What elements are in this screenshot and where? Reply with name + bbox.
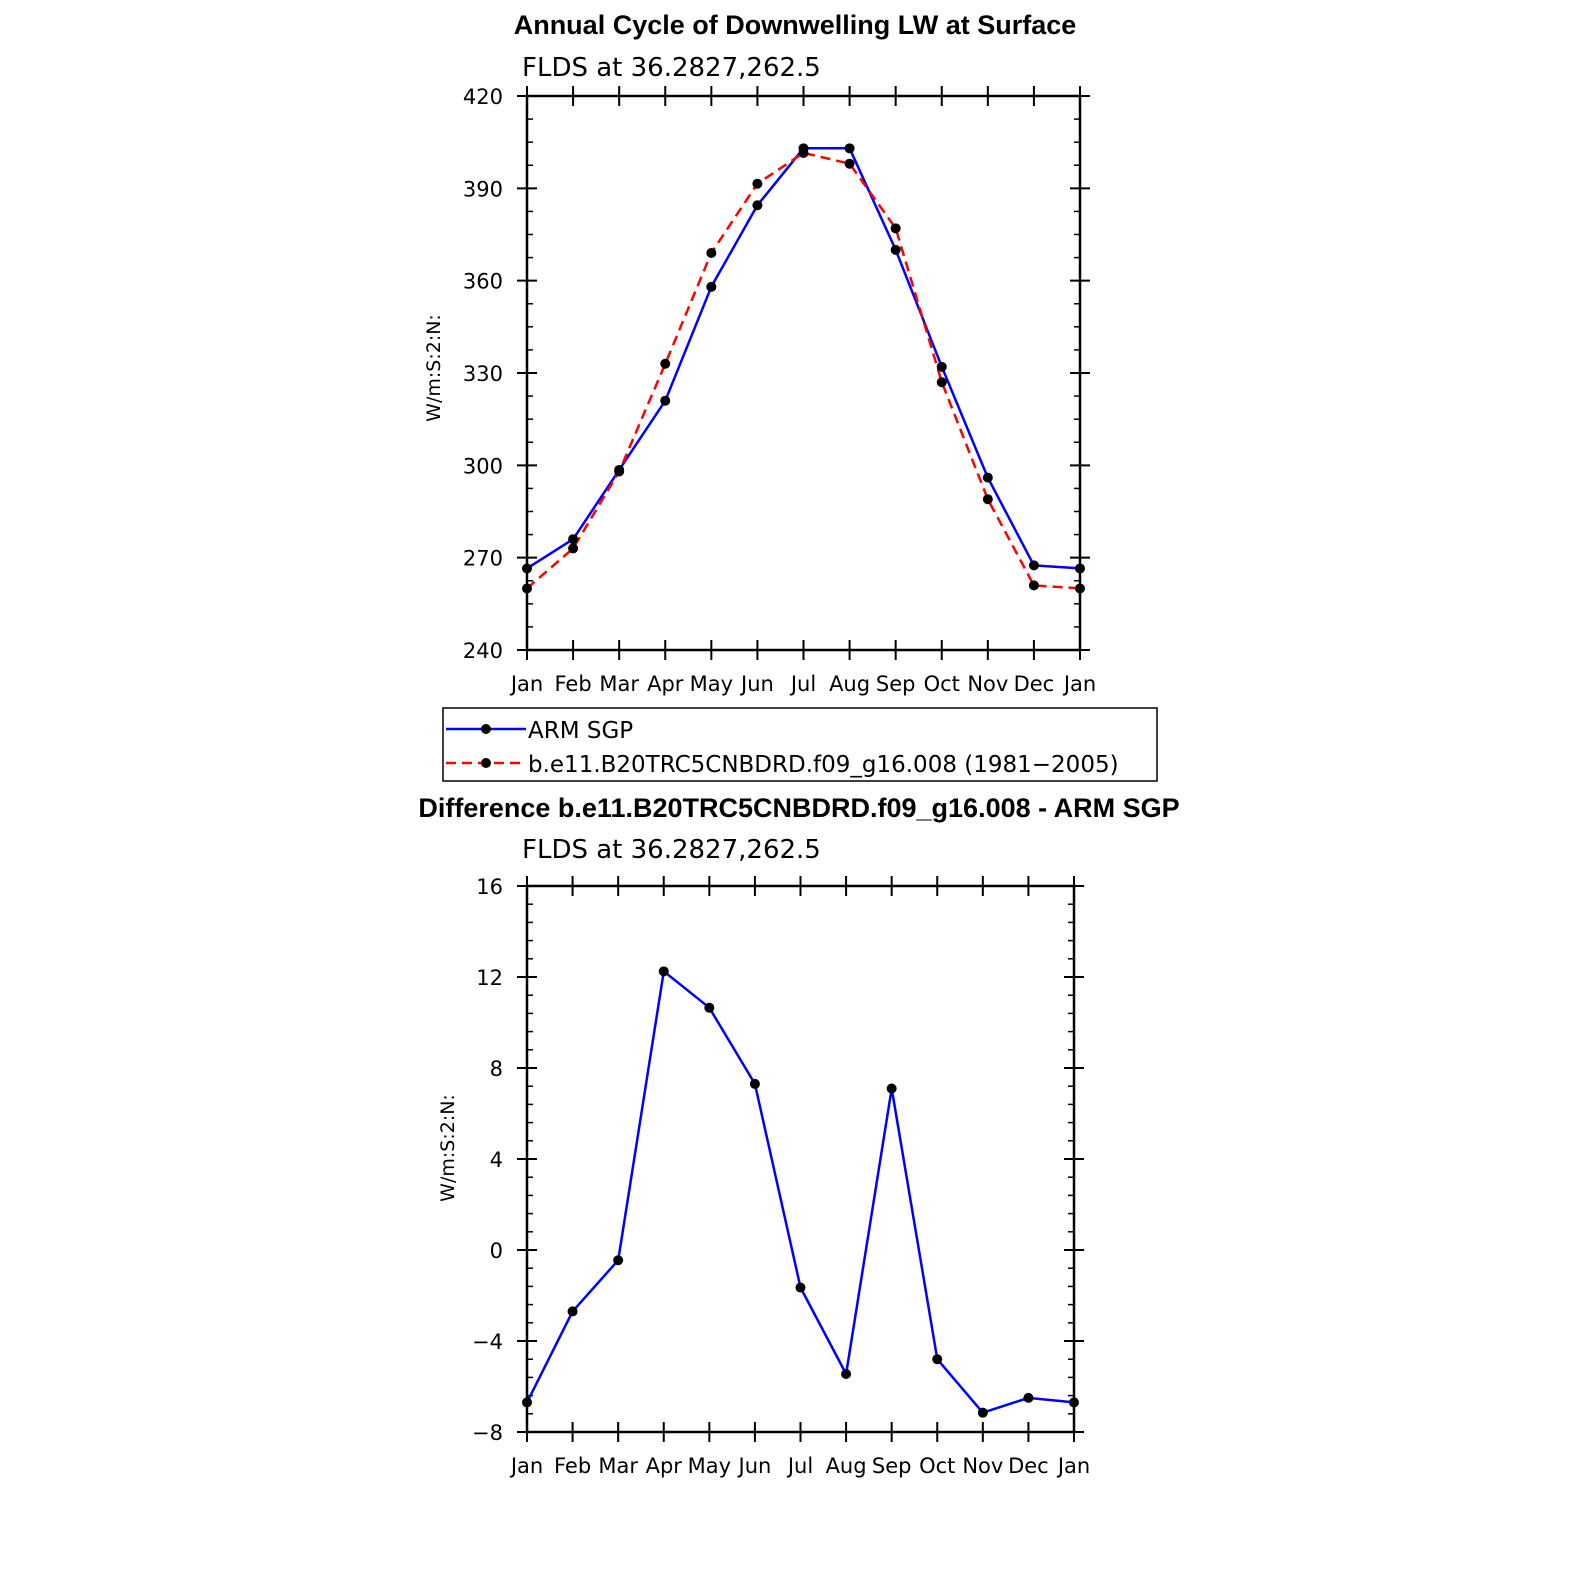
y-tick-label: 12 <box>476 966 503 990</box>
x-tick-label: Feb <box>554 672 591 696</box>
data-point-series-0 <box>1075 563 1085 574</box>
data-point-series-0 <box>1023 1392 1034 1403</box>
y-tick-label: 360 <box>463 270 503 294</box>
data-point-series-1 <box>982 494 993 505</box>
top-chart-y-axis-label: W/m:S:2:N: <box>423 314 445 422</box>
data-point-series-0 <box>752 200 763 211</box>
data-point-series-0 <box>749 1078 760 1089</box>
x-tick-label: Apr <box>646 1454 683 1478</box>
x-tick-label: Jul <box>789 672 816 696</box>
data-point-series-1 <box>890 223 901 234</box>
data-point-series-1 <box>936 377 947 388</box>
data-point-series-1 <box>1075 583 1085 594</box>
data-point-series-0 <box>613 1255 624 1266</box>
y-tick-label: 330 <box>463 362 503 386</box>
data-point-series-1 <box>614 466 625 477</box>
x-tick-label: Apr <box>647 672 684 696</box>
data-point-series-0 <box>890 244 901 255</box>
data-point-series-1 <box>660 358 671 369</box>
legend: ARM SGP b.e11.B20TRC5CNBDRD.f09_g16.008 … <box>442 707 1158 782</box>
data-point-series-1 <box>844 158 855 169</box>
data-point-series-0 <box>932 1354 943 1365</box>
data-point-series-0 <box>936 361 947 372</box>
data-point-series-1 <box>798 147 809 158</box>
data-point-series-0 <box>658 966 669 977</box>
bottom-chart-title: Difference b.e11.B20TRC5CNBDRD.f09_g16.0… <box>418 793 1179 823</box>
data-point-series-0 <box>841 1368 852 1379</box>
y-tick-label: 390 <box>463 177 503 201</box>
legend-label-arm-sgp: ARM SGP <box>528 718 633 744</box>
x-tick-label: May <box>690 672 733 696</box>
x-tick-label: Aug <box>829 672 870 696</box>
y-tick-label: −4 <box>472 1330 503 1354</box>
data-point-series-0 <box>982 472 993 483</box>
x-tick-label: Jan <box>1056 1454 1090 1478</box>
x-tick-label: Feb <box>554 1454 591 1478</box>
y-tick-label: 0 <box>490 1239 503 1263</box>
x-tick-label: Aug <box>826 1454 867 1478</box>
data-point-series-0 <box>660 395 671 406</box>
bottom-chart: −8 −4 0 4 8 12 16 Jan Feb Mar Apr May Jun Jul Aug Sep Oc… <box>472 875 1090 1478</box>
data-point-series-0 <box>886 1083 897 1094</box>
x-tick-label: Jun <box>737 1454 772 1478</box>
x-tick-label: Mar <box>599 672 639 696</box>
x-tick-label: Jan <box>509 672 543 696</box>
top-chart: 240 270 300 330 360 390 420 Jan Feb Mar Apr May Jun J… <box>463 85 1096 696</box>
x-tick-label: Sep <box>872 1454 912 1478</box>
data-point-series-0 <box>704 1002 715 1013</box>
series-line-0 <box>526 147 1081 570</box>
data-point-series-1 <box>1028 580 1039 591</box>
data-point-series-0 <box>522 1397 532 1408</box>
data-point-series-0 <box>1028 560 1039 571</box>
data-point-series-0 <box>1069 1397 1079 1408</box>
top-chart-subtitle: FLDS at 36.2827,262.5 <box>522 53 821 83</box>
data-point-series-0 <box>977 1407 988 1418</box>
x-tick-label: Oct <box>924 672 960 696</box>
x-tick-label: May <box>688 1454 731 1478</box>
data-point-series-0 <box>568 534 579 545</box>
y-tick-label: 300 <box>463 454 503 478</box>
x-tick-label: Jan <box>509 1454 543 1478</box>
bottom-chart-subtitle: FLDS at 36.2827,262.5 <box>522 835 821 865</box>
x-tick-label: Dec <box>1008 1454 1049 1478</box>
y-tick-label: 8 <box>490 1057 503 1081</box>
bottom-chart-y-axis-label: W/m:S:2:N: <box>437 1094 459 1202</box>
data-point-series-0 <box>522 563 532 574</box>
x-tick-label: Jan <box>1062 672 1096 696</box>
data-point-series-0 <box>795 1282 806 1293</box>
data-point-series-1 <box>522 583 532 594</box>
legend-marker-model <box>481 758 491 768</box>
legend-label-model: b.e11.B20TRC5CNBDRD.f09_g16.008 (1981−20… <box>528 752 1119 778</box>
data-point-series-0 <box>567 1306 578 1317</box>
series-line-0 <box>525 970 1075 1414</box>
x-tick-label: Nov <box>967 672 1008 696</box>
data-point-series-0 <box>706 281 717 292</box>
y-tick-label: −8 <box>472 1421 503 1445</box>
top-chart-title: Annual Cycle of Downwelling LW at Surfac… <box>514 10 1077 40</box>
y-tick-label: 16 <box>476 875 503 899</box>
y-tick-label: 240 <box>463 639 503 663</box>
series-line-1 <box>526 151 1081 590</box>
y-tick-label: 270 <box>463 547 503 571</box>
y-tick-label: 420 <box>463 85 503 109</box>
data-point-series-1 <box>706 247 717 258</box>
x-tick-label: Sep <box>876 672 916 696</box>
y-tick-label: 4 <box>490 1148 503 1172</box>
plot-frame <box>525 94 1082 652</box>
x-tick-label: Dec <box>1014 672 1055 696</box>
plot-frame <box>525 884 1076 1434</box>
x-tick-label: Jul <box>786 1454 813 1478</box>
x-tick-label: Nov <box>962 1454 1003 1478</box>
data-point-series-0 <box>844 143 855 154</box>
legend-box <box>442 707 1158 782</box>
x-tick-label: Mar <box>598 1454 638 1478</box>
data-point-series-1 <box>752 178 763 189</box>
data-point-series-1 <box>568 543 579 554</box>
legend-marker-arm-sgp <box>481 724 491 734</box>
x-tick-label: Oct <box>919 1454 955 1478</box>
x-tick-label: Jun <box>739 672 774 696</box>
